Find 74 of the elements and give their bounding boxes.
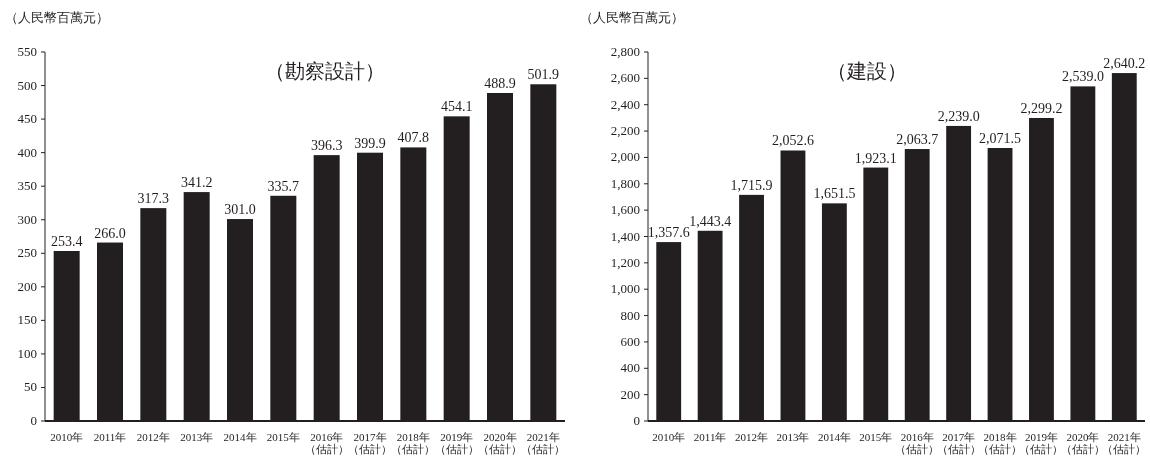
x-tick-label: 2011年	[693, 431, 727, 443]
data-label: 317.3	[137, 191, 170, 207]
y-tick-label: 0	[633, 413, 640, 428]
data-label: 341.2	[180, 175, 213, 191]
x-tick-label: 2013年	[180, 431, 214, 443]
data-label: 2,539.0	[1061, 69, 1104, 85]
data-label: 1,651.5	[813, 186, 856, 202]
y-tick-label: 2,800	[610, 44, 640, 59]
y-tick-label: 400	[620, 360, 640, 376]
data-label: 1,715.9	[730, 177, 773, 193]
x-tick-label: 2010年	[50, 431, 84, 443]
y-tick-label: 300	[17, 211, 37, 227]
x-tick-label: 2019年（估計）	[434, 431, 479, 455]
data-label: 2,640.2	[1103, 56, 1146, 72]
y-tick-label: 0	[30, 413, 37, 428]
y-tick-label: 2,000	[610, 149, 640, 165]
y-tick-label: 2,200	[610, 123, 640, 139]
x-tick-label: 2020年（估計）	[478, 431, 522, 455]
x-tick-label: 2018年（估計）	[391, 431, 436, 455]
y-tick-label: 1,600	[610, 202, 640, 218]
chart-title: （建設）	[826, 60, 907, 82]
y-axis-title: （人民幣百萬元）	[5, 10, 109, 25]
x-tick-label: 2015年	[859, 431, 893, 443]
y-tick-label: 100	[17, 345, 37, 361]
y-tick-label: 250	[17, 245, 37, 261]
data-label: 253.4	[50, 233, 83, 249]
x-tick-label: 2014年	[817, 431, 851, 443]
data-label: 2,239.0	[937, 108, 980, 124]
data-label: 454.1	[440, 99, 473, 115]
data-label: 501.9	[527, 67, 560, 83]
chart-title: （勘察設計）	[265, 60, 385, 82]
y-tick-label: 500	[17, 77, 37, 93]
data-label: 301.0	[224, 202, 256, 218]
y-tick-label: 2,400	[610, 96, 640, 112]
x-tick-label: 2015年	[266, 431, 300, 443]
y-tick-label: 1,000	[610, 281, 640, 297]
y-tick-label: 200	[17, 278, 37, 294]
y-tick-label: 50	[24, 379, 37, 395]
x-tick-label: 2011年	[93, 431, 127, 443]
data-label: 2,063.7	[896, 132, 939, 148]
x-tick-label: 2010年	[652, 431, 686, 443]
y-tick-label: 150	[17, 312, 37, 328]
data-label: 2,299.2	[1020, 101, 1063, 116]
x-tick-label: 2013年	[776, 431, 810, 443]
x-tick-label: 2017年（估計）	[348, 431, 392, 455]
y-tick-label: 800	[620, 307, 640, 323]
data-label: 2,071.5	[979, 131, 1022, 147]
data-label: 2,052.6	[771, 133, 814, 149]
y-tick-label: 550	[17, 44, 37, 59]
y-tick-label: 350	[17, 178, 37, 194]
y-tick-label: 400	[17, 144, 37, 160]
data-label: 399.9	[354, 135, 386, 151]
y-tick-label: 200	[620, 386, 640, 402]
y-tick-label: 1,800	[610, 175, 640, 191]
data-label: 266.0	[94, 225, 126, 241]
data-label: 488.9	[484, 75, 516, 91]
x-tick-label: 2021年（估計）	[521, 431, 566, 455]
data-label: 1,443.4	[689, 213, 732, 229]
x-tick-label: 2016年（估計）	[304, 431, 349, 455]
data-label: 1,923.1	[854, 150, 897, 166]
data-label: 407.8	[397, 130, 430, 146]
x-tick-label: 2021年（估計）	[1102, 431, 1147, 455]
x-tick-label: 2012年	[735, 431, 769, 443]
data-label: 335.7	[267, 178, 300, 194]
y-tick-label: 1,200	[610, 254, 640, 270]
y-tick-label: 600	[620, 333, 640, 349]
y-axis-title: （人民幣百萬元）	[580, 10, 684, 25]
y-tick-label: 450	[17, 111, 37, 127]
y-tick-label: 1,400	[610, 228, 640, 244]
data-label: 396.3	[310, 138, 343, 154]
x-tick-label: 2014年	[223, 431, 257, 443]
x-tick-label: 2012年	[136, 431, 170, 443]
y-tick-label: 2,600	[610, 70, 640, 86]
data-label: 1,357.6	[647, 225, 690, 241]
